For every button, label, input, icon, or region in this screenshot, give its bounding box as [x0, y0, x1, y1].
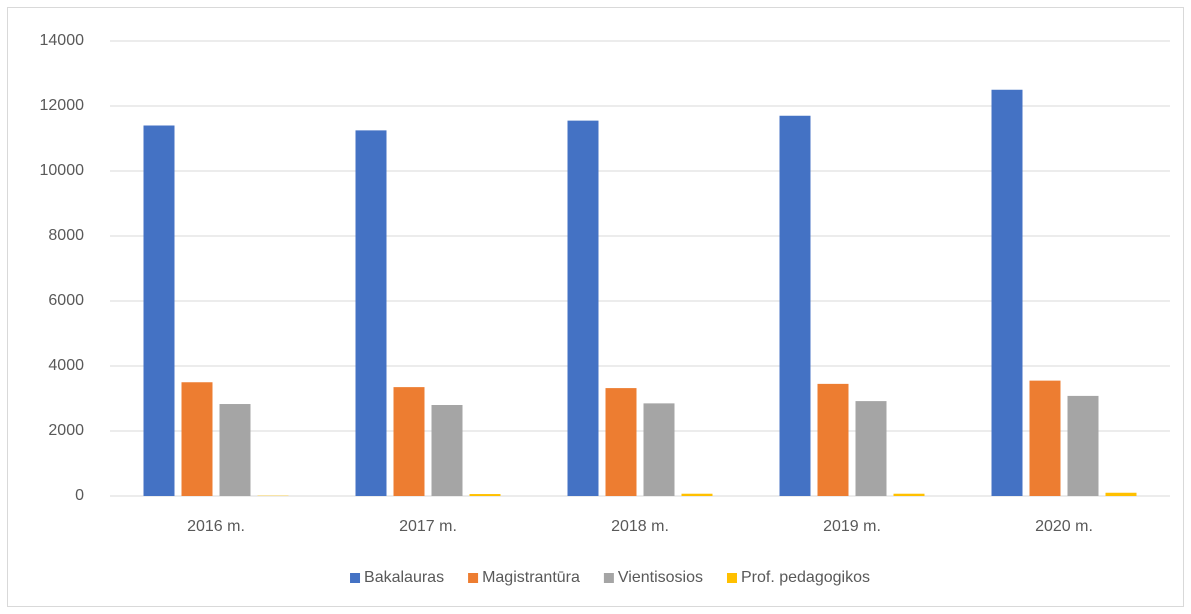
y-tick-label: 14000 [40, 32, 85, 49]
bar [393, 387, 425, 496]
bar [219, 404, 251, 496]
bar [1105, 492, 1137, 496]
legend-label: Vientisosios [618, 569, 703, 586]
bar [643, 403, 675, 496]
legend-label: Bakalauras [364, 569, 444, 586]
bar [817, 383, 849, 496]
y-tick-label: 10000 [40, 162, 85, 179]
bar [469, 494, 501, 496]
bar [1029, 380, 1061, 496]
bar [355, 130, 387, 496]
x-tick-label: 2019 m. [823, 518, 881, 535]
legend-swatch [468, 573, 479, 583]
y-tick-label: 8000 [48, 227, 84, 244]
x-tick-label: 2016 m. [187, 518, 245, 535]
legend-label: Prof. pedagogikos [741, 569, 870, 586]
bar [1067, 395, 1099, 496]
legend-label: Magistrantūra [482, 569, 580, 586]
x-tick-label: 2018 m. [611, 518, 669, 535]
y-tick-label: 0 [75, 487, 84, 504]
legend-swatch [350, 573, 361, 583]
y-tick-label: 6000 [48, 292, 84, 309]
bar [567, 120, 599, 496]
bar [893, 493, 925, 496]
bar [991, 89, 1023, 496]
y-tick-label: 12000 [40, 97, 85, 114]
bar [681, 493, 713, 496]
legend-swatch [603, 573, 614, 583]
legend-swatch [726, 573, 737, 583]
bar [605, 388, 637, 496]
x-tick-label: 2017 m. [399, 518, 457, 535]
y-tick-label: 2000 [48, 422, 84, 439]
bar [181, 382, 213, 496]
x-tick-label: 2020 m. [1035, 518, 1093, 535]
bar [779, 115, 811, 496]
bar [855, 401, 887, 496]
bar [143, 125, 175, 496]
bar [431, 405, 463, 496]
y-tick-label: 4000 [48, 357, 84, 374]
